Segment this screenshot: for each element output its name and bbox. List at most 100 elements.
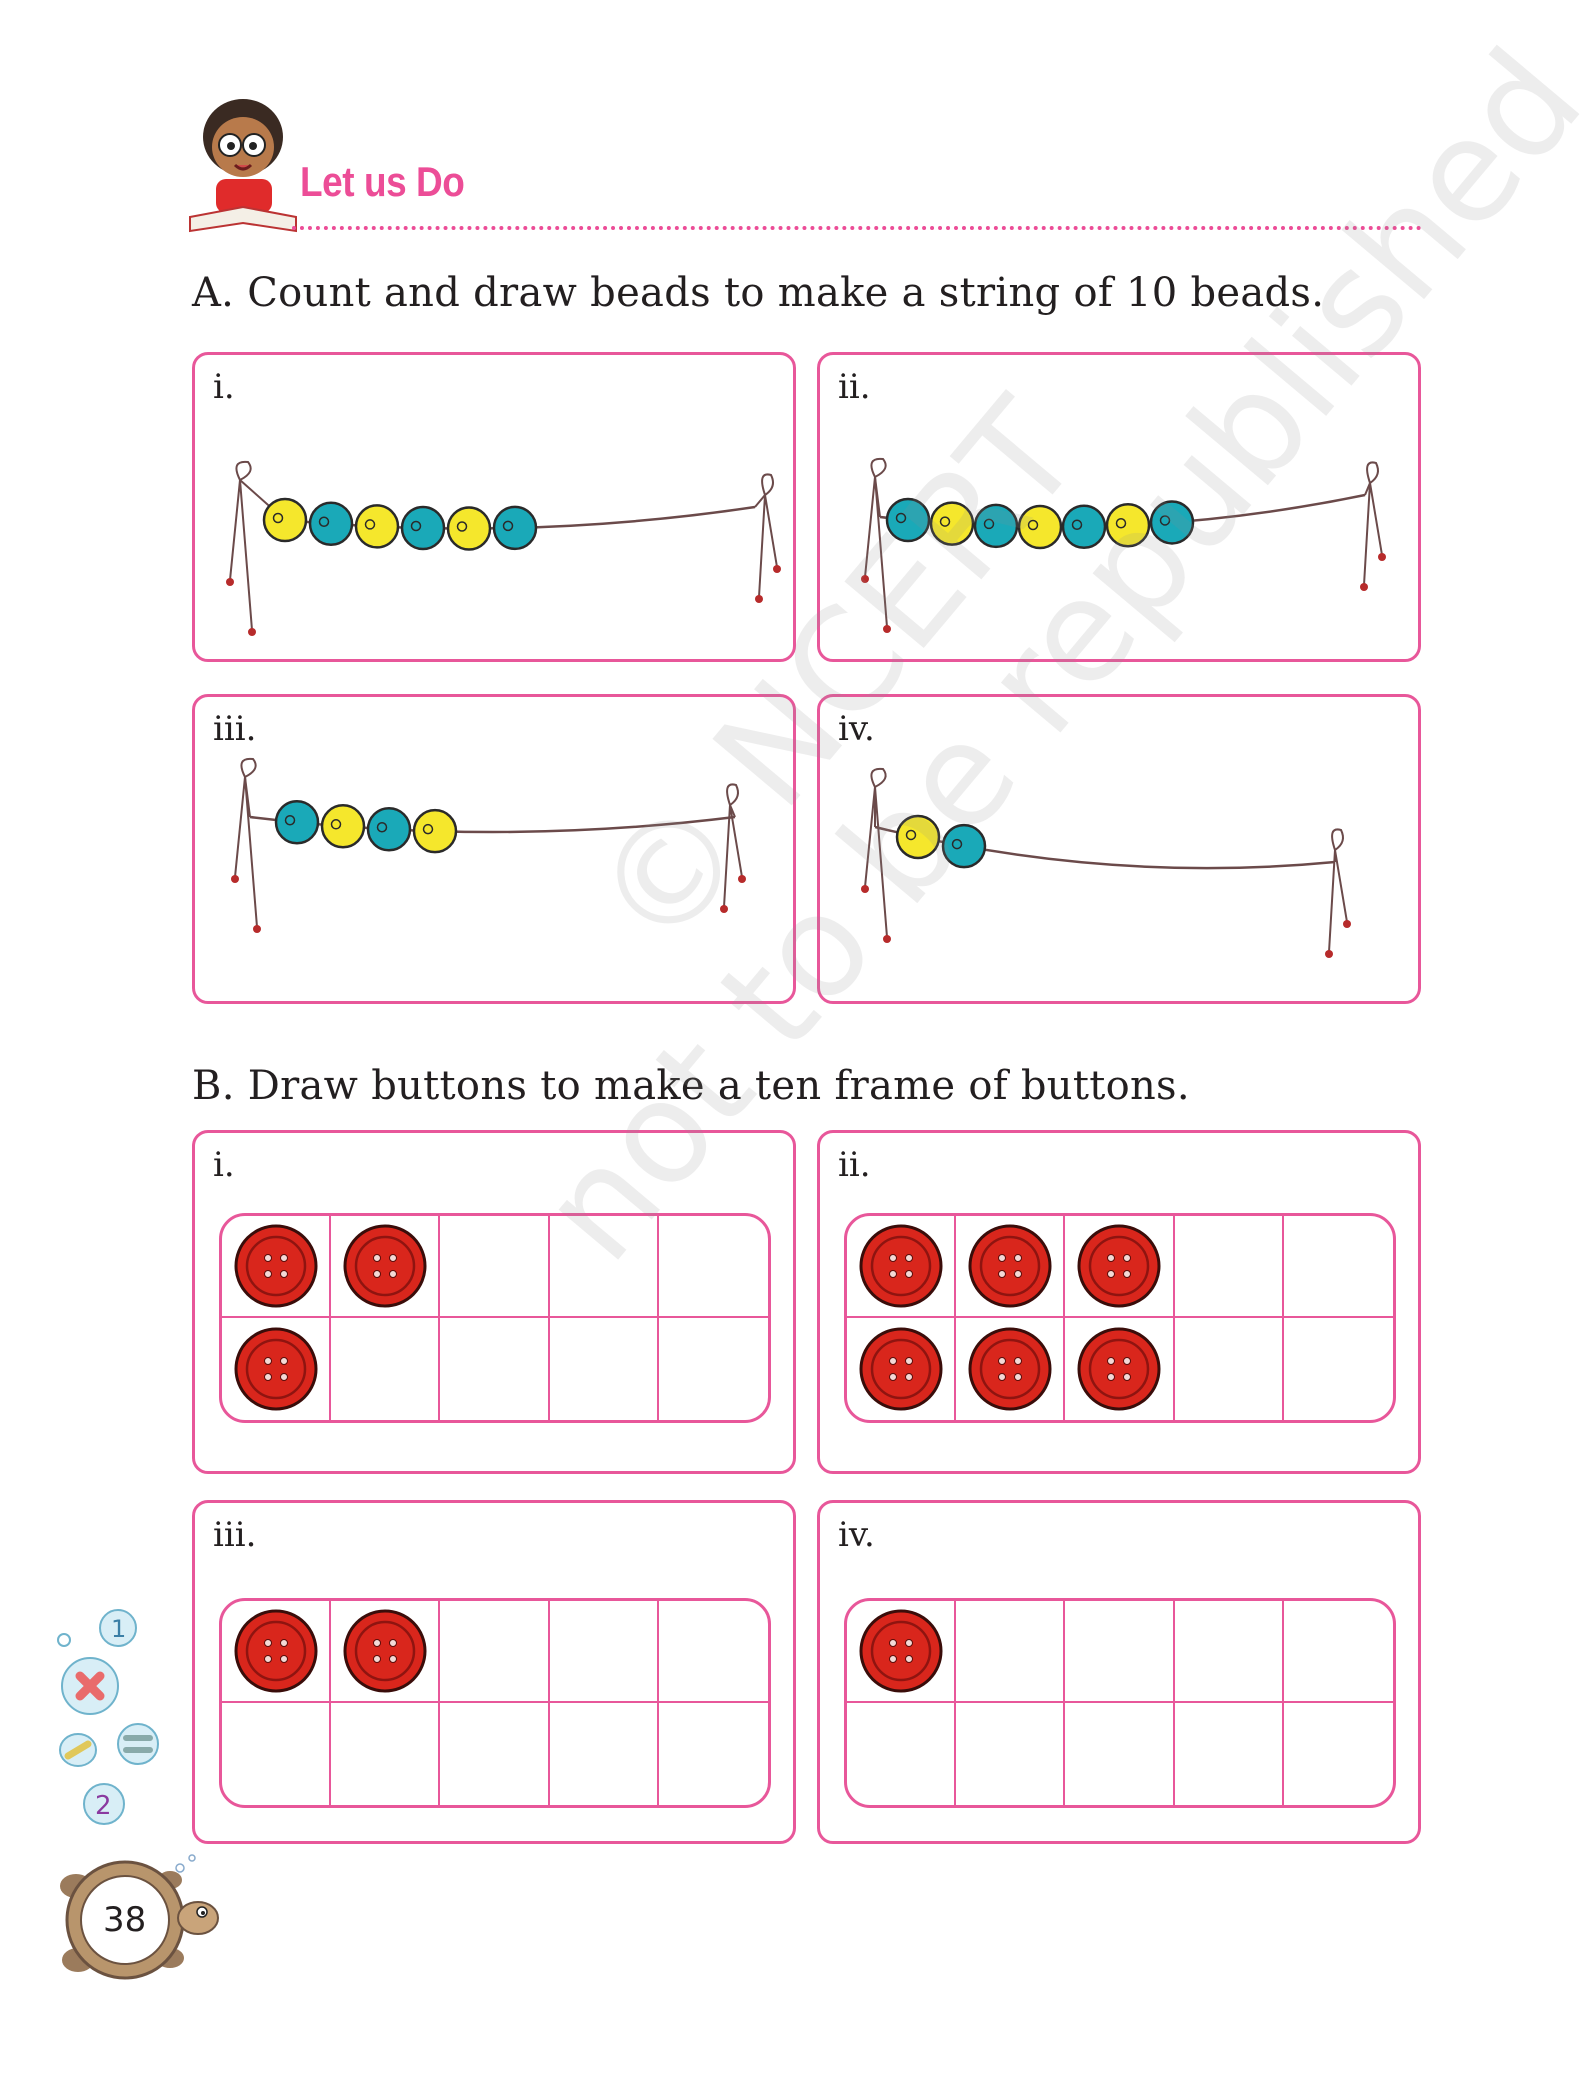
left-knot bbox=[861, 457, 891, 633]
yellow-bead bbox=[1105, 502, 1151, 548]
teal-bead bbox=[885, 497, 931, 543]
ten-frame-cell bbox=[331, 1601, 441, 1703]
ten-frame bbox=[844, 1213, 1396, 1423]
ten-frame-card-4: iv. bbox=[817, 1500, 1421, 1844]
left-knot bbox=[861, 767, 891, 943]
red-button bbox=[234, 1224, 318, 1308]
teal-bead bbox=[400, 505, 446, 551]
ten-frame-cell bbox=[1065, 1601, 1175, 1703]
ten-frame-cell bbox=[331, 1216, 441, 1318]
ten-frame-cell bbox=[549, 1601, 659, 1703]
red-button bbox=[343, 1224, 427, 1308]
ten-frame-cell bbox=[847, 1703, 957, 1805]
ten-frame-cell bbox=[956, 1216, 1066, 1318]
teal-bead bbox=[1061, 504, 1107, 550]
bead-string bbox=[231, 757, 746, 933]
ten-frame-cell bbox=[659, 1703, 768, 1805]
teal-bead bbox=[973, 503, 1019, 549]
card-label: iv. bbox=[838, 709, 875, 749]
ten-frame-cell bbox=[1284, 1703, 1393, 1805]
teal-bead bbox=[308, 501, 354, 547]
yellow-bead bbox=[320, 804, 366, 849]
card-label: iii. bbox=[213, 709, 257, 749]
card-label: iii. bbox=[213, 1515, 257, 1555]
ten-frame-cell bbox=[1283, 1216, 1393, 1318]
ten-frame-cell bbox=[222, 1318, 332, 1420]
ten-frame-cell bbox=[331, 1318, 441, 1420]
ten-frame-cell bbox=[222, 1601, 332, 1703]
ten-frame-cell bbox=[331, 1703, 441, 1805]
left-knot bbox=[231, 757, 261, 933]
ten-frame-cell bbox=[440, 1318, 550, 1420]
ten-frame-cell bbox=[222, 1703, 332, 1805]
instruction-b: B. Draw buttons to make a ten frame of b… bbox=[192, 1063, 1190, 1109]
red-button bbox=[234, 1609, 318, 1693]
yellow-bead bbox=[262, 497, 308, 543]
ten-frame-cell bbox=[440, 1216, 550, 1318]
ten-frame-cell bbox=[847, 1601, 957, 1703]
ten-frame-cell bbox=[550, 1703, 659, 1805]
bead-string bbox=[861, 457, 1386, 633]
ten-frame-cell bbox=[1174, 1216, 1284, 1318]
card-label: i. bbox=[213, 367, 235, 407]
page-number: 38 bbox=[103, 1900, 147, 1940]
ten-frame bbox=[219, 1213, 771, 1423]
ten-frame-cell bbox=[658, 1216, 768, 1318]
red-button bbox=[859, 1327, 943, 1411]
ten-frame bbox=[844, 1598, 1396, 1808]
reading-child-illustration bbox=[189, 99, 297, 233]
card-label: ii. bbox=[838, 367, 871, 407]
red-button bbox=[1077, 1327, 1161, 1411]
yellow-bead bbox=[354, 504, 400, 549]
card-label: i. bbox=[213, 1145, 235, 1185]
instruction-a: A. Count and draw beads to make a string… bbox=[192, 270, 1325, 316]
yellow-bead bbox=[412, 808, 458, 854]
teal-bead bbox=[274, 800, 320, 845]
ten-frame-cell bbox=[1065, 1216, 1175, 1318]
right-knot bbox=[720, 783, 746, 913]
yellow-bead bbox=[929, 501, 975, 546]
red-button bbox=[968, 1327, 1052, 1411]
ten-frame-cell bbox=[847, 1216, 957, 1318]
ten-frame-cell bbox=[1175, 1703, 1284, 1805]
teal-bead bbox=[941, 823, 987, 869]
turtle-icon bbox=[60, 1854, 219, 1980]
svg-text:1: 1 bbox=[111, 1615, 126, 1643]
red-button bbox=[859, 1609, 943, 1693]
red-button bbox=[859, 1224, 943, 1308]
left-knot bbox=[226, 460, 286, 636]
ten-frame-cell bbox=[1284, 1318, 1393, 1420]
yellow-bead bbox=[1017, 504, 1063, 550]
bead-card-1: i. bbox=[192, 352, 796, 662]
section-title: Let us Do bbox=[300, 158, 465, 205]
ten-frame-cell bbox=[956, 1703, 1066, 1805]
ten-frame-cell bbox=[658, 1601, 768, 1703]
bead-card-4: iv. bbox=[817, 694, 1421, 1004]
bead-string bbox=[226, 460, 781, 636]
ten-frame-cell bbox=[222, 1216, 332, 1318]
bead-card-3: iii. bbox=[192, 694, 796, 1004]
card-label: ii. bbox=[838, 1145, 871, 1185]
ten-frame-cell bbox=[440, 1703, 550, 1805]
teal-bead bbox=[1149, 500, 1195, 545]
ten-frame-cell bbox=[550, 1318, 659, 1420]
ten-frame-cell bbox=[847, 1318, 957, 1420]
ten-frame-cell bbox=[1283, 1601, 1393, 1703]
right-knot bbox=[754, 473, 781, 603]
right-knot bbox=[1360, 461, 1386, 591]
bead-string bbox=[861, 767, 1351, 958]
red-button bbox=[343, 1609, 427, 1693]
ten-frame bbox=[219, 1598, 771, 1808]
ten-frame-cell bbox=[956, 1318, 1066, 1420]
ten-frame-card-2: ii. bbox=[817, 1130, 1421, 1474]
red-button bbox=[1077, 1224, 1161, 1308]
right-knot bbox=[1325, 828, 1351, 958]
ten-frame-cell bbox=[440, 1601, 550, 1703]
ten-frame-card-1: i. bbox=[192, 1130, 796, 1474]
teal-bead bbox=[492, 505, 538, 551]
ten-frame-cell bbox=[1065, 1318, 1175, 1420]
dotted-divider bbox=[292, 226, 1422, 230]
math-symbols-bubbles-icon: 1 2 bbox=[57, 1609, 159, 1825]
ten-frame-cell bbox=[956, 1601, 1066, 1703]
ten-frame-cell bbox=[549, 1216, 659, 1318]
